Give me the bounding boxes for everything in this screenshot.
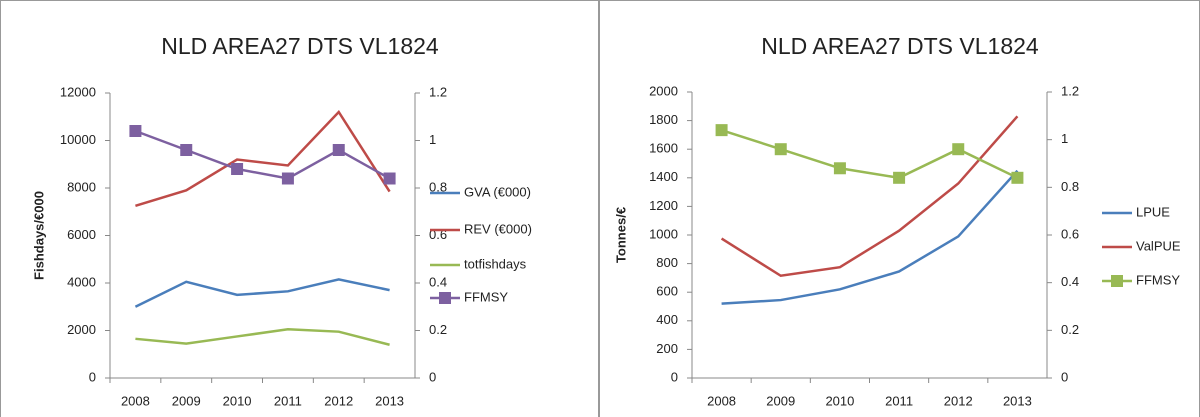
y-tick-label: 1000 (649, 226, 678, 241)
point-marker (332, 144, 345, 156)
point-marker (774, 143, 787, 156)
y-tick-label: 400 (656, 312, 678, 327)
point-marker (715, 124, 728, 137)
y2-tick-label: 0.2 (1061, 322, 1079, 337)
y-tick-label: 2000 (67, 322, 96, 337)
chart-title: NLD AREA27 DTS VL1824 (761, 33, 1039, 59)
y-tick-label: 2000 (649, 83, 678, 98)
point-marker (383, 172, 396, 185)
point-marker (180, 144, 193, 156)
x-tick-label: 2008 (707, 393, 736, 408)
y2-tick-label: 0.6 (1061, 226, 1079, 241)
legend-label: FFMSY (1136, 272, 1180, 287)
legend-label: REV (€000) (464, 221, 532, 236)
y2-tick-label: 0 (429, 369, 436, 384)
y2-tick-label: 1 (1061, 131, 1068, 146)
x-tick-label: 2011 (274, 393, 302, 408)
series-line (721, 128, 1018, 180)
x-tick-label: 2013 (1003, 393, 1032, 408)
x-tick-label: 2011 (885, 393, 913, 408)
point-marker (1011, 171, 1024, 184)
panel-border (0, 0, 599, 417)
y-tick-label: 6000 (67, 227, 96, 242)
y-axis-label: Tonnes/€ (613, 207, 628, 263)
x-tick-label: 2010 (223, 393, 252, 408)
y-tick-label: 800 (656, 255, 678, 270)
panel-border (599, 0, 1200, 417)
series-line (721, 169, 1019, 305)
x-tick-label: 2008 (121, 393, 150, 408)
y-tick-label: 600 (656, 284, 678, 299)
legend-label: GVA (€000) (464, 184, 531, 199)
y-tick-label: 0 (89, 369, 96, 384)
y-tick-label: 1800 (649, 112, 678, 127)
x-tick-label: 2012 (944, 393, 973, 408)
y-tick-label: 1600 (649, 141, 678, 156)
series-line (135, 328, 390, 346)
series-line (720, 115, 1019, 278)
point-marker (281, 172, 294, 185)
series-line (134, 278, 390, 308)
point-marker (833, 162, 846, 175)
y2-tick-label: 0.8 (429, 179, 447, 194)
y-tick-label: 10000 (60, 132, 96, 147)
y-axis-label: Fishdays/€000 (31, 191, 46, 280)
y-tick-label: 4000 (67, 274, 96, 289)
y2-tick-label: 1 (429, 132, 436, 147)
series-line (135, 109, 391, 208)
legend-marker (439, 292, 451, 304)
y2-tick-label: 0.4 (429, 274, 447, 289)
y-tick-label: 8000 (67, 179, 96, 194)
legend-label: ValPUE (1136, 238, 1181, 253)
x-tick-label: 2009 (766, 393, 795, 408)
y2-tick-label: 0.4 (1061, 274, 1079, 289)
point-marker (129, 125, 142, 137)
x-tick-label: 2013 (375, 393, 404, 408)
point-marker (893, 171, 906, 184)
y2-tick-label: 1.2 (1061, 83, 1079, 98)
y2-tick-label: 1.2 (429, 84, 447, 99)
legend-label: totfishdays (464, 256, 527, 271)
series-line (134, 129, 391, 180)
x-tick-label: 2012 (324, 393, 353, 408)
legend-marker (1111, 275, 1123, 287)
y2-tick-label: 0.2 (429, 322, 447, 337)
chart-title: NLD AREA27 DTS VL1824 (161, 33, 439, 59)
y-tick-label: 12000 (60, 84, 96, 99)
y2-tick-label: 0.8 (1061, 179, 1079, 194)
y-tick-label: 1400 (649, 169, 678, 184)
x-tick-label: 2009 (172, 393, 201, 408)
y-tick-label: 1200 (649, 198, 678, 213)
y-tick-label: 0 (671, 369, 678, 384)
point-marker (952, 143, 965, 156)
x-tick-label: 2010 (825, 393, 854, 408)
y2-tick-label: 0 (1061, 369, 1068, 384)
point-marker (231, 163, 244, 175)
legend-label: LPUE (1136, 204, 1170, 219)
legend-label: FFMSY (464, 289, 508, 304)
y-tick-label: 200 (656, 341, 678, 356)
